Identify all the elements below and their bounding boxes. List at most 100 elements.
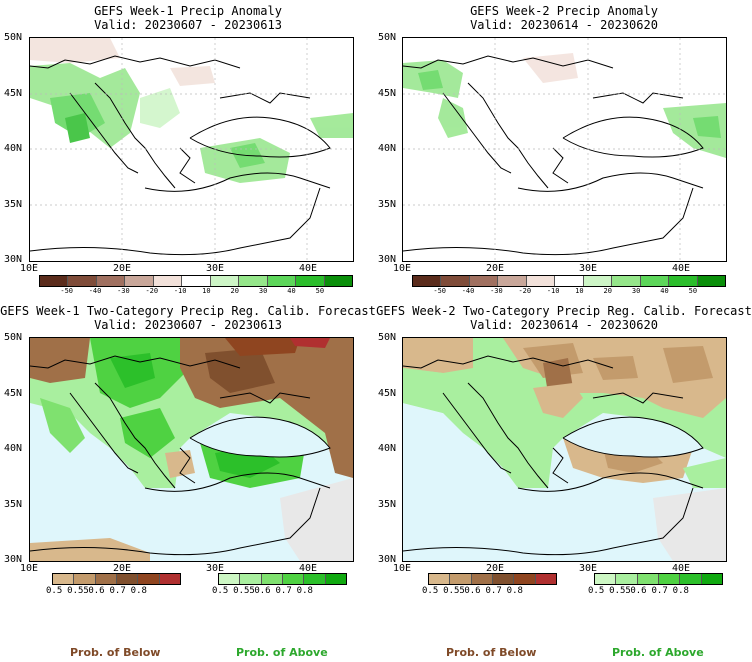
lon-label: 30E (206, 263, 225, 274)
colorbar-swatch (53, 574, 75, 584)
lon-label: 20E (486, 563, 505, 574)
colorbar-swatch (40, 276, 69, 286)
colorbar-swatch (637, 574, 659, 584)
lat-label: 35N (378, 499, 397, 510)
colorbar-swatch (261, 574, 283, 584)
colorbar-swatch (450, 574, 472, 584)
colorbar-tick-label: 10 (202, 287, 211, 295)
anomaly-colorbar-labels: -50 -40 -30 -20 -10 10 20 30 40 50 (412, 287, 724, 295)
panel-subtitle: Valid: 20230614 - 20230620 (470, 318, 658, 332)
colorbar-swatch (441, 276, 470, 286)
colorbar-swatch (240, 574, 262, 584)
colorbar-tick-label: 0.6 (88, 586, 105, 596)
lat-label: 50N (4, 32, 23, 43)
colorbar-swatch (429, 574, 451, 584)
colorbar-swatch (583, 276, 613, 286)
colorbar-tick-label: -10 (546, 287, 560, 295)
colorbar-tick-label: 40 (287, 287, 296, 295)
colorbar-tick-label: 30 (631, 287, 641, 295)
colorbar-tick-label: 20 (603, 287, 612, 295)
colorbar-swatch (153, 276, 183, 286)
colorbar-swatch (612, 276, 641, 286)
lat-label: 45N (378, 88, 397, 99)
colorbar-swatch (526, 276, 556, 286)
colorbar-swatch (658, 574, 681, 584)
colorbar-swatch (498, 276, 527, 286)
lon-label: 10E (20, 263, 39, 274)
panel-subtitle: Valid: 20230614 - 20230620 (470, 18, 658, 32)
lon-label: 40E (672, 263, 691, 274)
colorbar-swatch (68, 276, 97, 286)
colorbar-swatch (492, 574, 515, 584)
colorbar-swatch (325, 574, 346, 584)
colorbar-tick-label: 0.55 (609, 586, 631, 596)
colorbar-tick-label: 0.7 (109, 586, 126, 596)
panel-title: GEFS Week-1 Precip Anomaly (94, 4, 282, 18)
colorbar-swatch (616, 574, 638, 584)
colorbar-swatch (595, 574, 617, 584)
colorbar-swatch (535, 574, 556, 584)
colorbar-tick-label: 0.5 (212, 586, 229, 596)
colorbar-tick-label: 40 (660, 287, 669, 295)
lat-label: 45N (378, 388, 397, 399)
colorbar-swatch (267, 276, 297, 286)
colorbar-tick-label: 0.5 (588, 586, 605, 596)
prob-above-caption: Prob. of Above (236, 646, 328, 659)
anomaly-colorbar (412, 275, 726, 287)
prob-below-labels: 0.5 0.55 0.6 0.7 0.8 (46, 586, 179, 596)
colorbar-tick-label: 0.5 (422, 586, 439, 596)
colorbar-swatch (471, 574, 493, 584)
colorbar-tick-label: -20 (145, 287, 159, 295)
lon-label: 20E (113, 263, 132, 274)
colorbar-swatch (669, 276, 698, 286)
panel-title: GEFS Week-1 Two-Category Precip Reg. Cal… (0, 304, 376, 318)
colorbar-tick-label: -40 (461, 287, 475, 295)
colorbar-swatch (697, 276, 725, 286)
panel-week1-anomaly: GEFS Week-1 Precip Anomaly Valid: 202306… (0, 0, 376, 300)
lon-label: 30E (206, 563, 225, 574)
colorbar-tick-label: 50 (688, 287, 698, 295)
lat-label: 35N (4, 499, 23, 510)
lon-label: 30E (579, 563, 598, 574)
colorbar-tick-label: -30 (117, 287, 130, 295)
colorbar-tick-label: -50 (433, 287, 447, 295)
colorbar-swatch (413, 276, 442, 286)
prob-below-caption: Prob. of Below (446, 646, 537, 659)
prob-below-colorbar (428, 573, 557, 585)
anomaly-map-week2 (402, 37, 727, 262)
colorbar-swatch (514, 574, 536, 584)
colorbar-tick-label: 0.6 (630, 586, 647, 596)
colorbar-tick-label: 50 (315, 287, 325, 295)
lon-label: 40E (299, 263, 318, 274)
anomaly-colorbar (39, 275, 353, 287)
prob-above-colorbar (594, 573, 723, 585)
colorbar-tick-label: -30 (490, 287, 503, 295)
colorbar-tick-label: -40 (88, 287, 102, 295)
prob-below-labels: 0.5 0.55 0.6 0.7 0.8 (422, 586, 555, 596)
lat-label: 30N (4, 554, 23, 565)
colorbar-tick-label: 0.7 (485, 586, 502, 596)
prob-above-labels: 0.5 0.55 0.6 0.7 0.8 (212, 586, 345, 596)
colorbar-tick-label: -20 (518, 287, 532, 295)
colorbar-swatch (296, 276, 325, 286)
lat-label: 30N (378, 554, 397, 565)
colorbar-swatch (239, 276, 268, 286)
lat-label: 50N (4, 332, 23, 343)
lon-label: 30E (579, 263, 598, 274)
colorbar-swatch (96, 276, 126, 286)
colorbar-tick-label: 30 (258, 287, 268, 295)
prob-above-labels: 0.5 0.55 0.6 0.7 0.8 (588, 586, 721, 596)
colorbar-swatch (125, 276, 154, 286)
colorbar-tick-label: 0.5 (46, 586, 63, 596)
lat-label: 40N (378, 143, 397, 154)
prob-below-colorbar (52, 573, 181, 585)
colorbar-swatch (324, 276, 352, 286)
lon-label: 20E (113, 563, 132, 574)
colorbar-tick-label: 0.55 (443, 586, 465, 596)
panel-subtitle: Valid: 20230607 - 20230613 (94, 318, 282, 332)
colorbar-swatch (219, 574, 241, 584)
colorbar-tick-label: 0.8 (672, 586, 689, 596)
anomaly-colorbar-labels: -50 -40 -30 -20 -10 10 20 30 40 50 (39, 287, 351, 295)
lat-label: 40N (4, 143, 23, 154)
colorbar-swatch (469, 276, 499, 286)
